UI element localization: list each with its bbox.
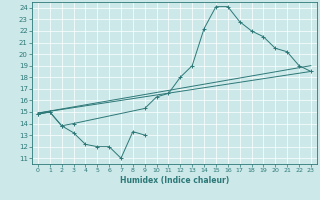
X-axis label: Humidex (Indice chaleur): Humidex (Indice chaleur) [120, 176, 229, 185]
